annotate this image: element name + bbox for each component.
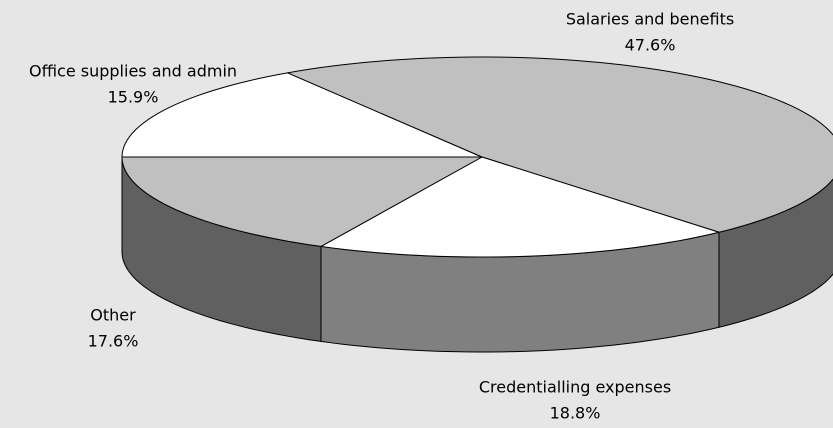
- slice-label: Office supplies and admin: [29, 62, 237, 81]
- slice-value-label: 15.9%: [108, 88, 159, 107]
- slice-value-label: 47.6%: [625, 36, 676, 55]
- slice-value-label: 17.6%: [88, 332, 139, 351]
- slice-label: Other: [90, 306, 136, 325]
- slice: [287, 56, 833, 233]
- slice-label: Salaries and benefits: [566, 10, 734, 29]
- slice-label: Credentialling expenses: [479, 378, 671, 397]
- slice-value-label: 18.8%: [550, 404, 601, 423]
- slice: [121, 156, 483, 247]
- slice: [320, 156, 720, 258]
- slice: [121, 72, 483, 158]
